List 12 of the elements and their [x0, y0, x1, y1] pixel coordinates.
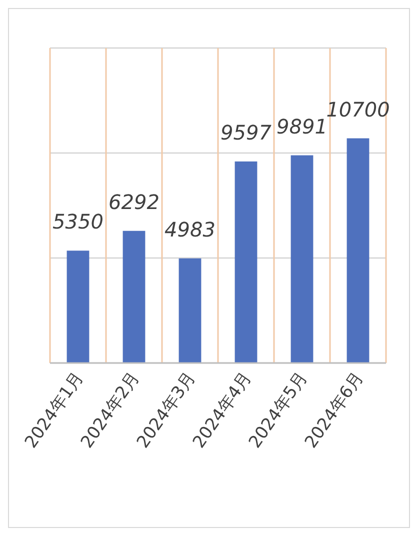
data-label: 9597	[220, 120, 272, 144]
data-label: 5350	[52, 210, 104, 234]
bar	[122, 230, 146, 363]
bar	[290, 155, 314, 363]
bar	[66, 250, 90, 363]
bar	[346, 138, 370, 363]
bar	[178, 258, 202, 363]
data-label: 10700	[326, 97, 390, 122]
bar	[234, 161, 258, 363]
data-label: 6292	[108, 190, 160, 214]
data-label: 9891	[276, 114, 328, 138]
data-label: 4983	[164, 217, 216, 242]
